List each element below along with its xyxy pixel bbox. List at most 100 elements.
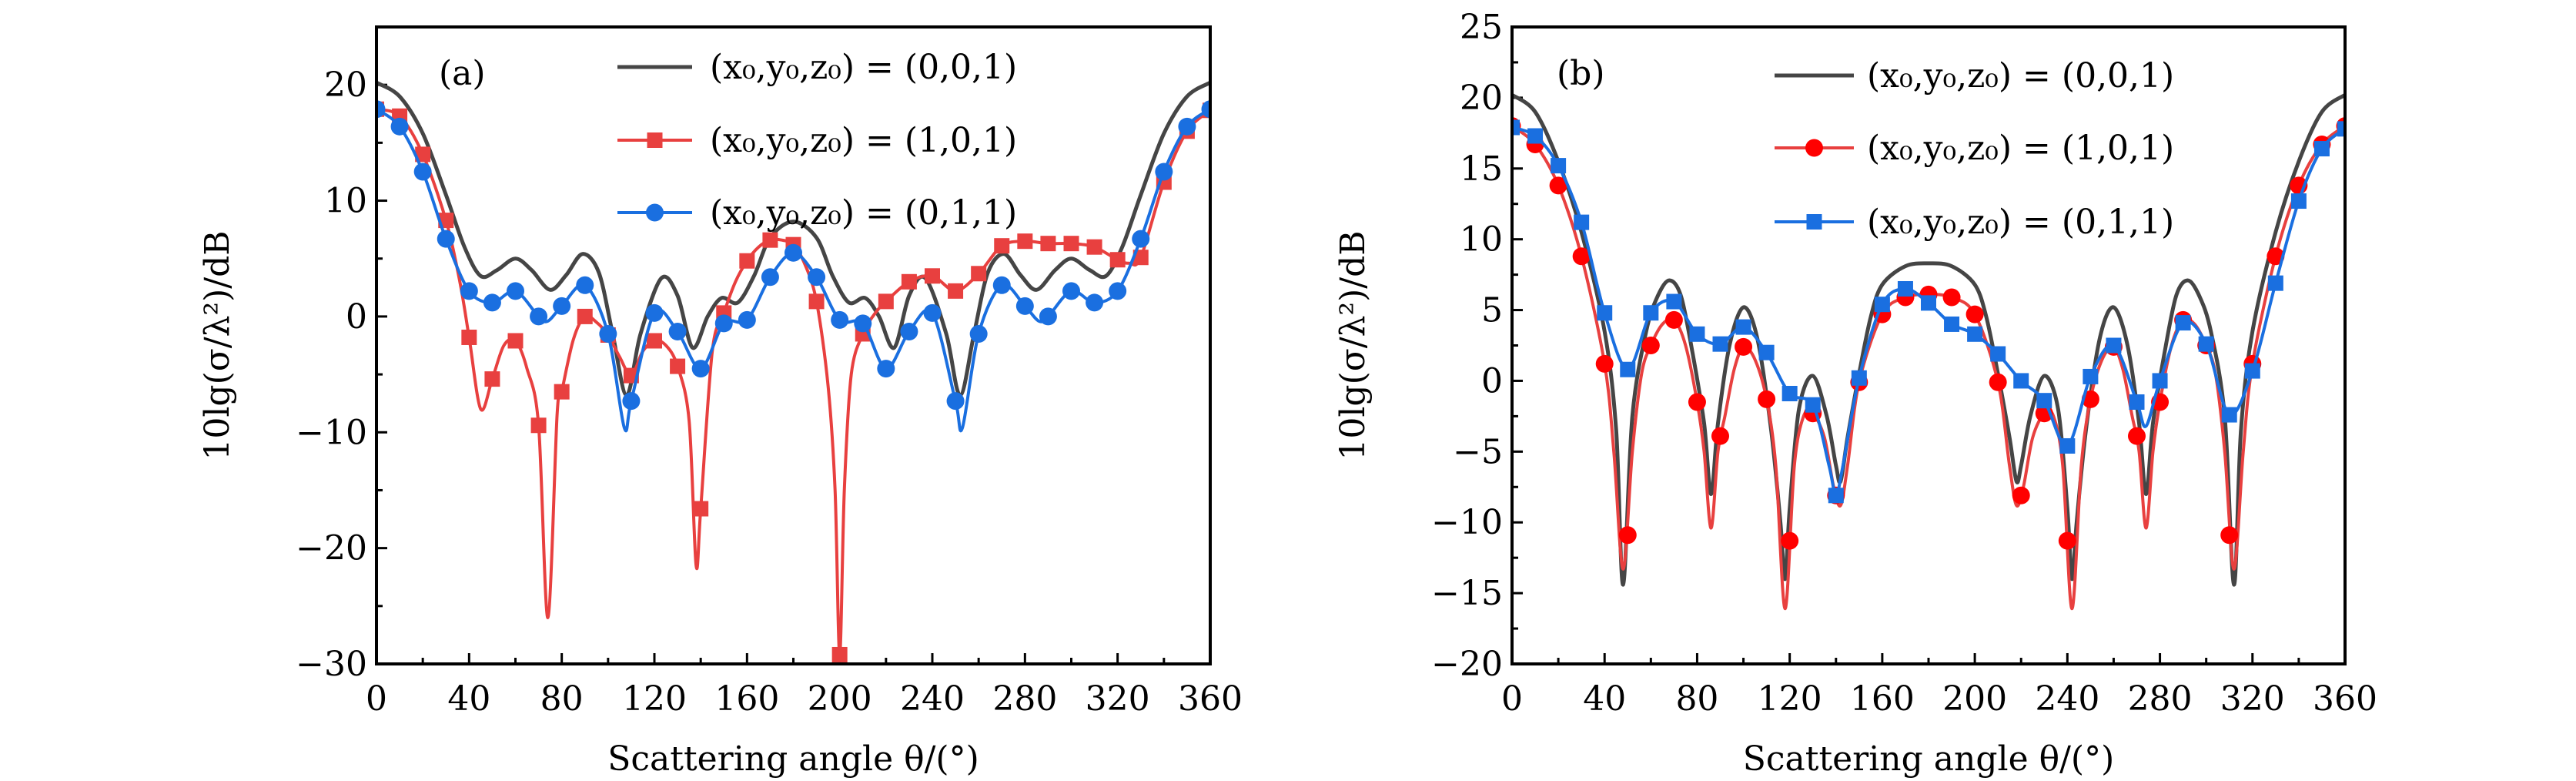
data-point-circle bbox=[808, 268, 826, 287]
data-point-square bbox=[1851, 370, 1867, 386]
data-point-circle bbox=[1109, 282, 1127, 300]
data-point-square bbox=[831, 646, 848, 662]
data-point-square bbox=[530, 417, 547, 434]
legend-entry: (x₀,y₀,z₀) = (1,0,1) bbox=[1867, 129, 2174, 168]
series-line-1 bbox=[376, 107, 1210, 656]
data-point-circle bbox=[483, 293, 501, 312]
data-point-circle bbox=[1781, 531, 1799, 550]
data-point-circle bbox=[831, 310, 849, 329]
panel-b: 0 40 80 120 160 200 240 280 320 360 −20 −15 −10 −5 0 5 1… bbox=[1333, 8, 2377, 779]
data-point-square bbox=[2059, 437, 2076, 454]
data-point-square bbox=[1574, 214, 1590, 230]
y-tick-label: −5 bbox=[1453, 432, 1503, 471]
data-point-square bbox=[1643, 305, 1659, 321]
y-tick-label: 5 bbox=[1481, 291, 1503, 330]
data-point-square bbox=[461, 329, 477, 345]
data-point-circle bbox=[645, 303, 664, 322]
data-point-square bbox=[1597, 305, 1613, 321]
data-point-square bbox=[2106, 337, 2122, 354]
data-point-square bbox=[554, 384, 570, 400]
data-point-circle bbox=[1155, 163, 1173, 181]
data-point-circle bbox=[1039, 307, 1057, 326]
legend-marker-square bbox=[1806, 214, 1822, 230]
series-group bbox=[1512, 93, 2345, 611]
y-tick-label: 0 bbox=[346, 297, 367, 337]
y-tick-label: −10 bbox=[1431, 503, 1503, 542]
data-point-circle bbox=[969, 324, 988, 343]
x-tick-label: 360 bbox=[1178, 679, 1243, 719]
data-point-circle bbox=[2220, 526, 2239, 545]
x-tick-label: 320 bbox=[1086, 679, 1150, 719]
x-tick-label: 320 bbox=[2220, 679, 2285, 719]
y-tick-label: 0 bbox=[1481, 361, 1503, 401]
data-point-circle bbox=[900, 322, 918, 340]
panel-label: (a) bbox=[439, 54, 486, 93]
data-point-circle bbox=[1201, 100, 1210, 119]
y-tick-label: −10 bbox=[296, 413, 367, 452]
data-point-square bbox=[2013, 373, 2029, 389]
series-line-1 bbox=[1512, 124, 2345, 611]
data-point-circle bbox=[1965, 305, 1984, 323]
data-point-square bbox=[2221, 407, 2237, 423]
y-tick-label: −30 bbox=[296, 645, 367, 684]
data-point-square bbox=[1921, 295, 1936, 311]
data-point-circle bbox=[1132, 230, 1150, 248]
x-tick-label: 200 bbox=[1942, 679, 2007, 719]
data-point-circle bbox=[2058, 531, 2076, 550]
legend-entry: (x₀,y₀,z₀) = (0,0,1) bbox=[1867, 56, 2174, 96]
legend-marker-circle bbox=[646, 203, 664, 222]
legend: (x₀,y₀,z₀) = (0,0,1) (x₀,y₀,z₀) = (1,0,1)… bbox=[1775, 56, 2174, 242]
x-tick-label: 240 bbox=[900, 679, 965, 719]
data-point-square bbox=[647, 333, 662, 349]
data-point-square bbox=[971, 266, 987, 282]
data-point-circle bbox=[1758, 390, 1776, 408]
data-point-circle bbox=[1735, 337, 1753, 356]
plot-frame bbox=[1510, 25, 2347, 665]
data-point-square bbox=[1086, 239, 1102, 255]
y-axis-title: 10lg(σ/λ²)/dB bbox=[1333, 230, 1373, 460]
data-point-circle bbox=[785, 243, 802, 262]
data-point-square bbox=[2198, 336, 2214, 352]
data-point-square bbox=[2337, 121, 2345, 137]
data-point-square bbox=[2175, 315, 2191, 331]
legend-entry: (x₀,y₀,z₀) = (0,0,1) bbox=[710, 48, 1017, 87]
y-tick-label: 15 bbox=[1460, 149, 1503, 189]
data-point-circle bbox=[413, 163, 432, 181]
data-point-square bbox=[2313, 141, 2330, 157]
data-point-circle bbox=[1688, 393, 1706, 411]
data-point-square bbox=[878, 293, 894, 310]
data-point-circle bbox=[622, 392, 641, 411]
x-tick-label: 80 bbox=[540, 679, 584, 719]
data-point-circle bbox=[1664, 310, 1683, 329]
data-point-square bbox=[1527, 128, 1544, 144]
data-point-square bbox=[1874, 297, 1890, 313]
data-point-circle bbox=[576, 276, 594, 294]
y-tick-label: −15 bbox=[1431, 574, 1503, 613]
data-point-square bbox=[577, 308, 593, 324]
x-tick-label: 240 bbox=[2035, 679, 2099, 719]
data-point-square bbox=[1897, 280, 1913, 297]
data-point-square bbox=[2290, 193, 2307, 209]
y-tick-label: −20 bbox=[1431, 645, 1503, 684]
data-point-circle bbox=[1618, 526, 1637, 545]
x-tick-label: 160 bbox=[714, 679, 779, 719]
data-point-square bbox=[1990, 346, 2006, 362]
data-point-circle bbox=[668, 322, 687, 340]
data-point-square bbox=[415, 146, 431, 163]
data-point-circle bbox=[1572, 247, 1591, 266]
data-point-circle bbox=[553, 297, 571, 315]
data-point-circle bbox=[376, 100, 386, 119]
data-point-square bbox=[1551, 158, 1567, 174]
data-point-circle bbox=[2012, 486, 2030, 504]
data-point-circle bbox=[992, 276, 1011, 294]
data-point-square bbox=[901, 273, 917, 290]
panel-a: 0 40 80 120 160 200 240 280 320 360 −30 −20 −10 0 10 20… bbox=[198, 25, 1243, 779]
legend-marker-square bbox=[647, 132, 663, 148]
series-group bbox=[376, 80, 1210, 662]
data-point-circle bbox=[2267, 247, 2285, 266]
data-point-circle bbox=[1989, 373, 2007, 391]
data-point-square bbox=[2129, 394, 2145, 411]
data-point-square bbox=[1944, 316, 1960, 332]
y-tick-label: 10 bbox=[324, 182, 367, 221]
data-point-circle bbox=[507, 282, 524, 300]
